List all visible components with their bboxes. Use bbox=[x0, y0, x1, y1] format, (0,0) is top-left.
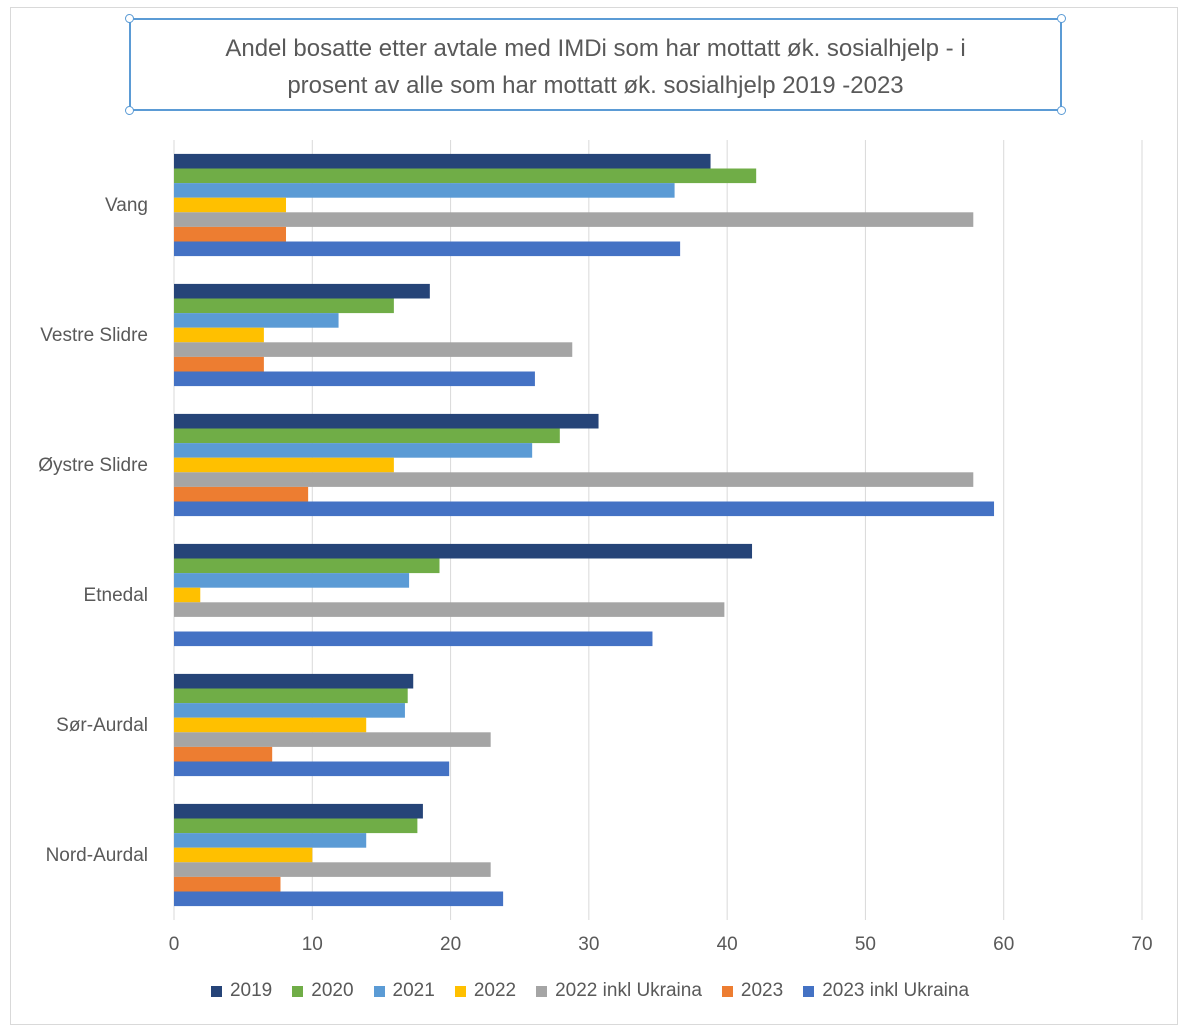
bar bbox=[174, 168, 757, 184]
bar bbox=[174, 457, 394, 473]
bar bbox=[174, 428, 560, 444]
legend-label: 2019 bbox=[229, 980, 273, 1001]
bar bbox=[174, 573, 410, 588]
bar bbox=[174, 327, 264, 343]
bar bbox=[174, 803, 423, 819]
bar bbox=[174, 818, 418, 834]
legend-label: 2021 bbox=[392, 980, 435, 1001]
legend-label: 2023 bbox=[740, 980, 784, 1001]
bar bbox=[174, 847, 313, 863]
bar bbox=[174, 197, 287, 213]
bar bbox=[174, 732, 491, 747]
legend-swatch bbox=[803, 985, 815, 997]
bar bbox=[174, 876, 281, 892]
bar bbox=[174, 486, 309, 502]
x-tick-label: 30 bbox=[578, 934, 599, 955]
category-label: Sør-Aurdal bbox=[56, 715, 148, 736]
legend-swatch bbox=[536, 985, 548, 997]
legend-label: 2022 inkl Ukraina bbox=[555, 980, 702, 1001]
bar bbox=[174, 703, 405, 718]
resize-handle-top-right[interactable] bbox=[1057, 14, 1066, 23]
legend-swatch bbox=[721, 985, 733, 997]
bar bbox=[174, 543, 753, 559]
bar bbox=[174, 241, 681, 257]
category-label: Nord-Aurdal bbox=[46, 845, 148, 866]
bar bbox=[174, 356, 264, 372]
bar bbox=[174, 501, 995, 517]
bar bbox=[174, 226, 287, 242]
legend-swatch bbox=[292, 985, 304, 997]
bar bbox=[174, 746, 273, 762]
x-tick-label: 20 bbox=[440, 934, 461, 955]
bar bbox=[174, 183, 675, 198]
legend-label: 2022 bbox=[473, 980, 517, 1001]
bar bbox=[174, 891, 504, 907]
chart-title[interactable]: Andel bosatte etter avtale med IMDi som … bbox=[225, 35, 966, 99]
bar bbox=[174, 833, 367, 848]
legend-item: 2023 inkl Ukraina bbox=[803, 980, 969, 1002]
bar bbox=[174, 298, 394, 314]
bar bbox=[174, 413, 599, 429]
bar bbox=[174, 371, 535, 387]
category-label: Vestre Slidre bbox=[40, 325, 148, 346]
bar bbox=[174, 602, 725, 617]
bar bbox=[174, 717, 367, 733]
x-tick-label: 40 bbox=[717, 934, 738, 955]
x-tick-label: 0 bbox=[169, 934, 180, 955]
legend-swatch bbox=[210, 985, 222, 997]
bar bbox=[174, 761, 450, 777]
legend-item: 2022 bbox=[454, 980, 517, 1002]
legend-item: 2021 bbox=[373, 980, 435, 1002]
legend-swatch bbox=[373, 985, 385, 997]
bar bbox=[174, 631, 653, 647]
legend-label: 2023 inkl Ukraina bbox=[822, 980, 970, 1001]
x-tick-label: 60 bbox=[993, 934, 1014, 955]
legend-swatch bbox=[454, 985, 466, 997]
x-tick-label: 50 bbox=[855, 934, 876, 955]
x-tick-label: 70 bbox=[1131, 934, 1152, 955]
legend-item: 2019 bbox=[210, 980, 273, 1002]
resize-handle-top-left[interactable] bbox=[125, 14, 134, 23]
bar bbox=[174, 443, 533, 458]
bar bbox=[174, 313, 339, 328]
resize-handle-bottom-right[interactable] bbox=[1057, 106, 1066, 115]
category-label: Øystre Slidre bbox=[38, 455, 148, 476]
title-selection-box[interactable]: Andel bosatte etter avtale med IMDi som … bbox=[125, 14, 1066, 115]
category-label: Vang bbox=[105, 195, 148, 216]
legend-item: 2020 bbox=[292, 980, 354, 1002]
bar bbox=[174, 153, 711, 169]
x-tick-label: 10 bbox=[302, 934, 323, 955]
bar bbox=[174, 558, 440, 574]
bar bbox=[174, 673, 414, 689]
legend-label: 2020 bbox=[311, 980, 354, 1001]
bar bbox=[174, 862, 491, 877]
bar bbox=[174, 212, 974, 227]
bar bbox=[174, 283, 430, 299]
bar bbox=[174, 472, 974, 487]
legend-item: 2022 inkl Ukraina bbox=[536, 980, 702, 1002]
bar bbox=[174, 587, 201, 603]
category-label: Etnedal bbox=[84, 585, 148, 606]
bar bbox=[174, 688, 408, 704]
resize-handle-bottom-left[interactable] bbox=[125, 106, 134, 115]
bar bbox=[174, 342, 573, 357]
chart-legend: 2019 2020 2021 2022 2022 inkl Ukraina 2023 202… bbox=[0, 980, 1180, 1002]
legend-item: 2023 bbox=[721, 980, 784, 1002]
